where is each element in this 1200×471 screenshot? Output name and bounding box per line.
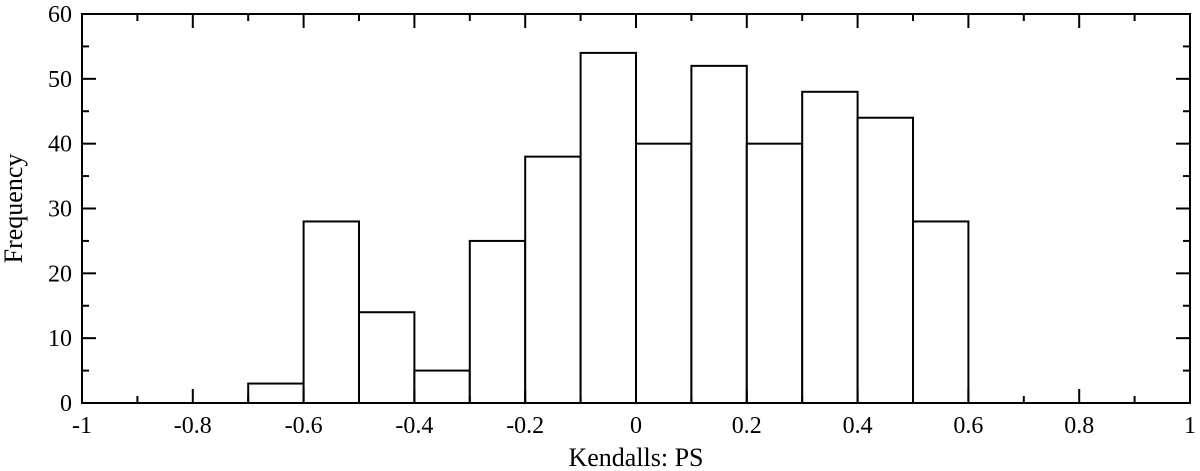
y-tick-label: 20 — [48, 261, 72, 287]
histogram-bar — [635, 142, 693, 405]
plot-frame — [81, 13, 1191, 404]
y-tick-label: 30 — [48, 197, 72, 223]
histogram-bar — [745, 142, 804, 405]
y-tick-label: 50 — [48, 67, 72, 93]
ticks-group — [81, 13, 1191, 404]
histogram-bar — [524, 155, 582, 404]
histogram-bar — [302, 220, 361, 404]
histogram-bar — [413, 369, 471, 405]
y-tick-labels: 0 10 20 30 40 50 60 — [48, 2, 72, 417]
x-tick-label: -0.6 — [285, 413, 323, 439]
bars-group — [247, 51, 970, 405]
histogram-bar — [801, 90, 859, 405]
x-tick-label: -0.4 — [395, 413, 433, 439]
y-tick-label: 0 — [60, 391, 72, 417]
histogram-bar — [856, 116, 914, 404]
x-tick-labels: -1 -0.8 -0.6 -0.4 -0.2 0 0.2 0.4 0.6 0.8 1 — [72, 413, 1196, 439]
histogram-bar — [579, 51, 637, 405]
x-tick-label: -1 — [72, 413, 92, 439]
x-tick-label: 1 — [1184, 413, 1196, 439]
x-tick-label: 0.4 — [843, 413, 873, 439]
x-tick-label: 0 — [630, 413, 642, 439]
histogram-bar — [247, 382, 305, 404]
histogram-bar — [912, 220, 970, 404]
y-axis-title: Frequency — [0, 154, 28, 264]
x-tick-label: -0.8 — [174, 413, 212, 439]
y-tick-label: 10 — [48, 326, 72, 352]
x-tick-label: 0.8 — [1064, 413, 1094, 439]
histogram-bar — [690, 64, 748, 404]
y-tick-label: 60 — [48, 2, 72, 28]
x-tick-label: 0.2 — [732, 413, 762, 439]
y-tick-label: 40 — [48, 132, 72, 158]
x-tick-label: -0.2 — [506, 413, 544, 439]
x-tick-label: 0.6 — [953, 413, 983, 439]
x-axis-title: Kendalls: PS — [568, 443, 703, 471]
histogram-bar — [468, 239, 527, 404]
histogram-bar — [358, 311, 416, 405]
